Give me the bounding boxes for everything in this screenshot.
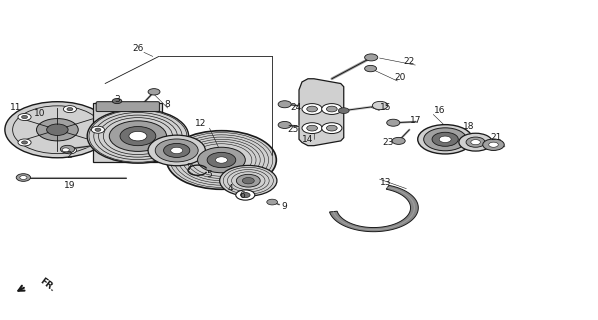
Text: 23: 23 (383, 138, 394, 147)
Circle shape (365, 54, 378, 61)
Text: 11: 11 (10, 103, 22, 112)
Circle shape (148, 135, 205, 166)
Text: 3: 3 (114, 95, 120, 104)
Circle shape (36, 119, 78, 141)
Polygon shape (93, 103, 162, 162)
Circle shape (278, 122, 291, 128)
FancyBboxPatch shape (96, 102, 160, 112)
Text: 2: 2 (66, 151, 72, 160)
Circle shape (236, 190, 255, 200)
Text: 7: 7 (186, 164, 191, 172)
Circle shape (459, 133, 492, 151)
Circle shape (47, 124, 68, 135)
Circle shape (155, 139, 198, 162)
Circle shape (373, 101, 388, 110)
Text: 16: 16 (434, 106, 445, 115)
Circle shape (219, 165, 277, 196)
Polygon shape (329, 185, 419, 232)
Circle shape (215, 157, 227, 163)
Circle shape (327, 106, 337, 112)
Circle shape (322, 123, 342, 133)
Circle shape (109, 121, 167, 151)
Text: 20: 20 (395, 73, 406, 82)
Circle shape (432, 132, 458, 146)
Text: 4: 4 (228, 184, 233, 193)
Text: 13: 13 (380, 178, 391, 187)
Text: 24: 24 (291, 103, 301, 112)
Circle shape (164, 143, 190, 157)
Text: 22: 22 (404, 57, 415, 66)
Circle shape (20, 176, 27, 180)
Circle shape (207, 152, 236, 168)
Text: 25: 25 (288, 125, 299, 134)
Circle shape (67, 108, 73, 111)
Circle shape (424, 128, 466, 151)
Circle shape (91, 126, 105, 133)
Circle shape (22, 141, 28, 144)
Circle shape (170, 147, 182, 154)
Text: 10: 10 (33, 109, 45, 118)
Circle shape (167, 131, 276, 189)
Polygon shape (299, 79, 344, 146)
Circle shape (307, 125, 318, 131)
Circle shape (95, 128, 101, 131)
Text: 26: 26 (132, 44, 144, 53)
Circle shape (466, 137, 485, 147)
Circle shape (302, 123, 322, 133)
Circle shape (63, 147, 77, 154)
Circle shape (471, 140, 480, 145)
Circle shape (392, 137, 405, 144)
Text: 18: 18 (463, 122, 475, 131)
Text: 15: 15 (380, 103, 391, 112)
Circle shape (322, 104, 342, 115)
Circle shape (483, 139, 504, 150)
Circle shape (18, 139, 31, 146)
Circle shape (5, 102, 110, 158)
Text: 17: 17 (410, 116, 421, 125)
Circle shape (242, 178, 254, 184)
Circle shape (236, 174, 260, 187)
Circle shape (120, 126, 156, 146)
Circle shape (67, 149, 73, 152)
Text: 9: 9 (281, 202, 287, 211)
Circle shape (240, 193, 250, 197)
Text: FR.: FR. (38, 276, 56, 293)
Text: 19: 19 (63, 181, 75, 190)
Circle shape (18, 114, 31, 121)
Circle shape (60, 145, 75, 153)
Circle shape (87, 109, 188, 163)
Circle shape (418, 124, 472, 154)
Circle shape (278, 101, 291, 108)
Circle shape (63, 106, 77, 113)
Circle shape (489, 142, 498, 147)
Circle shape (338, 108, 349, 114)
Circle shape (365, 65, 377, 72)
Circle shape (112, 99, 122, 104)
Circle shape (439, 136, 451, 142)
Circle shape (148, 89, 160, 95)
Circle shape (197, 147, 245, 173)
Text: 14: 14 (302, 135, 313, 144)
Text: 8: 8 (165, 100, 170, 109)
Text: 21: 21 (490, 133, 502, 142)
Circle shape (22, 116, 28, 119)
Circle shape (267, 199, 277, 205)
Text: 6: 6 (239, 190, 245, 200)
Circle shape (307, 106, 318, 112)
Circle shape (327, 125, 337, 131)
Text: 5: 5 (207, 170, 212, 179)
Circle shape (129, 131, 147, 141)
Circle shape (387, 119, 400, 126)
Circle shape (13, 106, 102, 154)
Circle shape (302, 104, 322, 115)
Text: 12: 12 (195, 119, 206, 128)
Circle shape (16, 174, 30, 181)
Circle shape (62, 148, 69, 152)
